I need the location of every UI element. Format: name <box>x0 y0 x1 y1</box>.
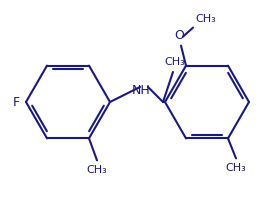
Text: O: O <box>174 29 184 42</box>
Text: CH₃: CH₃ <box>226 163 246 173</box>
Text: NH: NH <box>132 84 150 97</box>
Text: CH₃: CH₃ <box>87 165 107 175</box>
Text: CH₃: CH₃ <box>195 14 216 24</box>
Text: CH₃: CH₃ <box>164 57 185 67</box>
Text: F: F <box>13 95 20 108</box>
